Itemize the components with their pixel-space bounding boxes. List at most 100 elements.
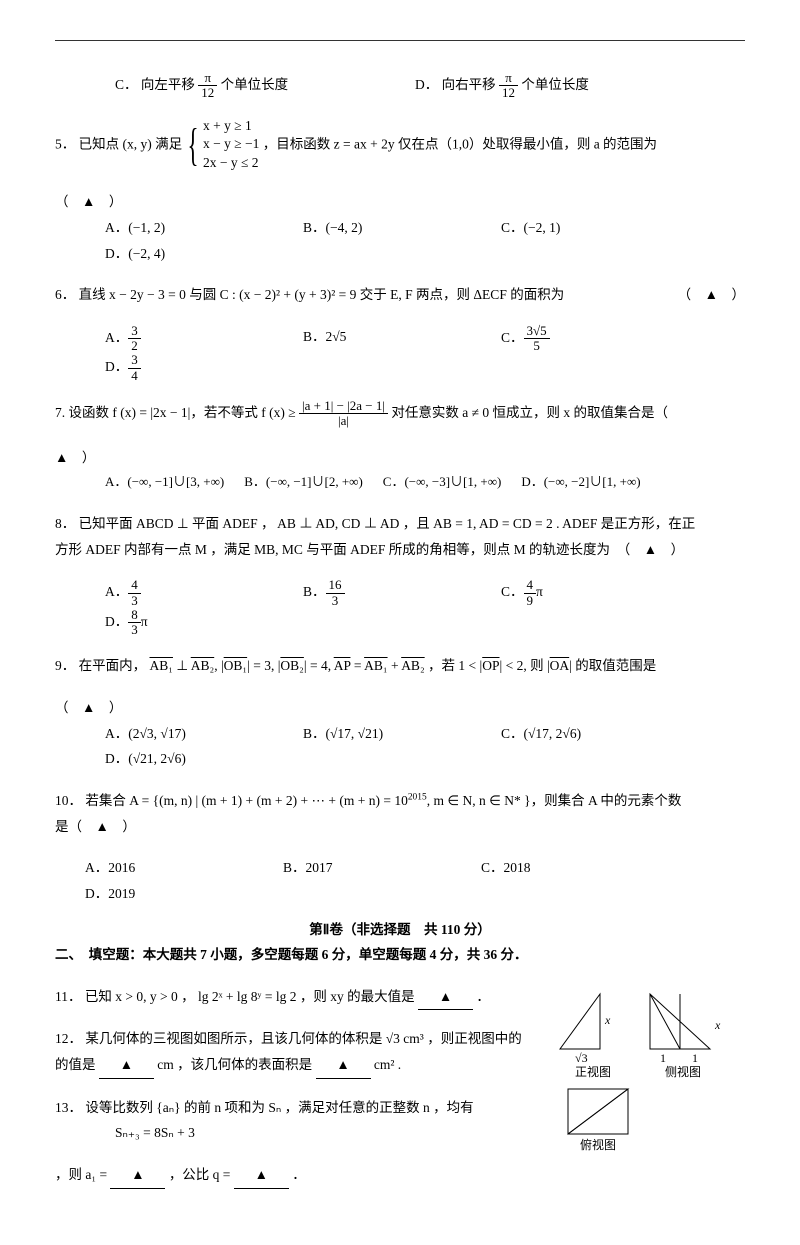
q10-C: C．2018 [481, 855, 631, 881]
q11-blank: ▲ [418, 984, 473, 1011]
q12-l2c: cm² . [374, 1057, 401, 1072]
q12-num: 12． [55, 1031, 82, 1046]
q9-rest: ，若 1 < |OP| < 2, 则 |OA| 的取值范围是 [428, 658, 656, 673]
q5-sys3: 2x − y ≤ 2 [203, 155, 259, 170]
question-10: 10． 若集合 A = {(m, n) | (m + 1) + (m + 2) … [55, 788, 745, 839]
q6-options: A．32 B．2√5 C．3√55 D．34 [105, 324, 745, 383]
q5-C: C．(−2, 1) [501, 215, 651, 241]
q10-l2: 是（ ▲ ） [55, 819, 136, 834]
q12-vol: √3 cm³ [386, 1031, 424, 1046]
q9-options: A．(2√3, √17) B．(√17, √21) C．(√17, 2√6) D… [105, 721, 745, 772]
q5-sys1: x + y ≥ 1 [203, 118, 252, 133]
q5-D: D．(−2, 4) [105, 241, 255, 267]
q8-B: B．163 [303, 578, 453, 608]
views-svg: x √3 正视图 x 1 1 侧视图 俯视图 [550, 984, 740, 1154]
q7-options: A．(−∞, −1]∪[3, +∞) B．(−∞, −1]∪[2, +∞) C．… [105, 470, 745, 495]
q8-C: C．49π [501, 578, 651, 608]
q7-frac: |a + 1| − |2a − 1||a| [299, 399, 388, 429]
question-9: 9． 在平面内， AB₁ ⊥ AB₂, |OB₁| = 3, |OB₂| = 4… [55, 653, 745, 679]
q5-num: 5． [55, 136, 75, 151]
q12-l1a: 某几何体的三视图如图所示，且该几何体的体积是 [85, 1031, 385, 1046]
prev-options: C． 向左平移 π12 个单位长度 D． 向右平移 π12 个单位长度 [115, 71, 745, 101]
opt-d-pre: 向右平移 [442, 77, 496, 92]
question-13-l2: ，则 a₁ = ▲ ，公比 q = ▲ ． [55, 1162, 745, 1189]
opt-c-label: C． [115, 77, 138, 92]
q10-pre: 若集合 A = {(m, n) | (m + 1) + (m + 2) + ⋯ … [85, 793, 407, 808]
q13-l2b: ，公比 q = [169, 1167, 234, 1182]
q8-A: A．43 [105, 578, 255, 608]
q13-l1: 设等比数列 {aₙ} 的前 n 项和为 Sₙ ，满足对任意的正整数 n ，均有 [85, 1100, 473, 1115]
q7-B: B．(−∞, −1]∪[2, +∞) [244, 470, 363, 495]
q9-D: D．(√21, 2√6) [105, 746, 255, 772]
question-7: 7. 设函数 f (x) = |2x − 1|，若不等式 f (x) ≥ |a … [55, 399, 745, 429]
q7-A: A．(−∞, −1]∪[3, +∞) [105, 470, 224, 495]
q6-A: A．32 [105, 324, 255, 354]
q9-C: C．(√17, 2√6) [501, 721, 651, 747]
q10-num: 10． [55, 793, 82, 808]
question-8: 8． 已知平面 ABCD ⊥ 平面 ADEF ， AB ⊥ AD, CD ⊥ A… [55, 511, 745, 562]
opt-d-frac: π12 [499, 71, 518, 101]
q5-paren: （ ▲ ） [55, 189, 745, 215]
q12-l2b: cm ，该几何体的表面积是 [157, 1057, 312, 1072]
q13-l2c: ． [292, 1167, 306, 1182]
q10-B: B．2017 [283, 855, 433, 881]
question-5: 5． 已知点 (x, y) 满足 { x + y ≥ 1 x − y ≥ −1 … [55, 117, 745, 174]
svg-text:1: 1 [660, 1051, 666, 1065]
q9-num: 9． [55, 658, 75, 673]
q7-D: D．(−∞, −2]∪[1, +∞) [521, 470, 640, 495]
q11-num: 11． [55, 989, 82, 1004]
q5-options: A．(−1, 2) B．(−4, 2) C．(−2, 1) D．(−2, 4) [105, 215, 745, 266]
q8-options: A．43 B．163 C．49π D．83π [105, 578, 745, 637]
q11-end: ． [476, 989, 490, 1004]
q9-text: 在平面内， [79, 658, 147, 673]
q7-pre: 设函数 f (x) = |2x − 1|，若不等式 f (x) ≥ [69, 405, 300, 420]
q13-num: 13． [55, 1100, 82, 1115]
q5-pre: 已知点 (x, y) 满足 [79, 136, 183, 151]
opt-c-unit: 个单位长度 [221, 77, 289, 92]
q12-l1b: ，则正视图中的 [427, 1031, 522, 1046]
q7-C: C．(−∞, −3]∪[1, +∞) [383, 470, 502, 495]
q8-D: D．83π [105, 608, 255, 638]
q5-mid: ，目标函数 z = ax + 2y 仅在点（1,0）处取得最小值，则 a 的范围… [263, 136, 657, 151]
svg-text:√3: √3 [575, 1051, 588, 1065]
svg-text:正视图: 正视图 [575, 1064, 611, 1079]
opt-c-frac: π12 [198, 71, 217, 101]
q9-paren: （ ▲ ） [55, 695, 745, 721]
q6-B: B．2√5 [303, 324, 453, 354]
q5-sys2: x − y ≥ −1 [203, 136, 259, 151]
q13-blank2: ▲ [234, 1162, 289, 1189]
q8-l1: 已知平面 ABCD ⊥ 平面 ADEF ， AB ⊥ AD, CD ⊥ AD ，… [79, 516, 696, 531]
q7-paren: ▲ ） [55, 445, 745, 471]
q10-D: D．2019 [85, 881, 235, 907]
q10-options: A．2016 B．2017 C．2018 D．2019 [85, 855, 745, 906]
q5-A: A．(−1, 2) [105, 215, 255, 241]
q8-l2: 方形 ADEF 内部有一点 M ，满足 MB, MC 与平面 ADEF 所成的角… [55, 542, 684, 557]
q11-text: 已知 x > 0, y > 0 ， lg 2ˣ + lg 8ʸ = lg 2 ，… [85, 989, 415, 1004]
q6-num: 6． [55, 287, 75, 302]
q10-exp: 2015 [408, 792, 427, 802]
q5-brace: { [187, 128, 198, 163]
svg-text:1: 1 [692, 1051, 698, 1065]
q13-blank1: ▲ [110, 1162, 165, 1189]
q8-num: 8． [55, 516, 75, 531]
q6-D: D．34 [105, 353, 255, 383]
section-2-heading: 二、 填空题：本大题共 7 小题，多空题每题 6 分，单空题每题 4 分，共 3… [55, 942, 745, 968]
q10-post: , m ∈ N, n ∈ N* }，则集合 A 中的元素个数 [427, 793, 682, 808]
q13-eq: Sₙ₊₃ = 8Sₙ + 3 [115, 1125, 195, 1140]
q6-paren: （ ▲ ） [678, 282, 745, 308]
q5-B: B．(−4, 2) [303, 215, 453, 241]
q10-A: A．2016 [85, 855, 235, 881]
opt-c-pre: 向左平移 [141, 77, 195, 92]
question-6: 6． 直线 x − 2y − 3 = 0 与圆 C : (x − 2)² + (… [55, 282, 745, 308]
svg-text:侧视图: 侧视图 [665, 1064, 701, 1079]
q12-blank2: ▲ [316, 1052, 371, 1079]
opt-d-unit: 个单位长度 [521, 77, 589, 92]
q6-text: 直线 x − 2y − 3 = 0 与圆 C : (x − 2)² + (y +… [79, 287, 565, 302]
q5-system: x + y ≥ 1 x − y ≥ −1 2x − y ≤ 2 [203, 117, 259, 174]
svg-text:x: x [714, 1018, 721, 1032]
svg-text:俯视图: 俯视图 [580, 1137, 616, 1152]
q7-post: 对任意实数 a ≠ 0 恒成立，则 x 的取值集合是（ [391, 405, 668, 420]
q13-l2a: ，则 a₁ = [55, 1167, 110, 1182]
q9-vectors: AB₁ ⊥ AB₂, |OB₁| = 3, |OB₂| = 4, AP = AB… [150, 658, 429, 673]
opt-d-label: D． [415, 77, 438, 92]
